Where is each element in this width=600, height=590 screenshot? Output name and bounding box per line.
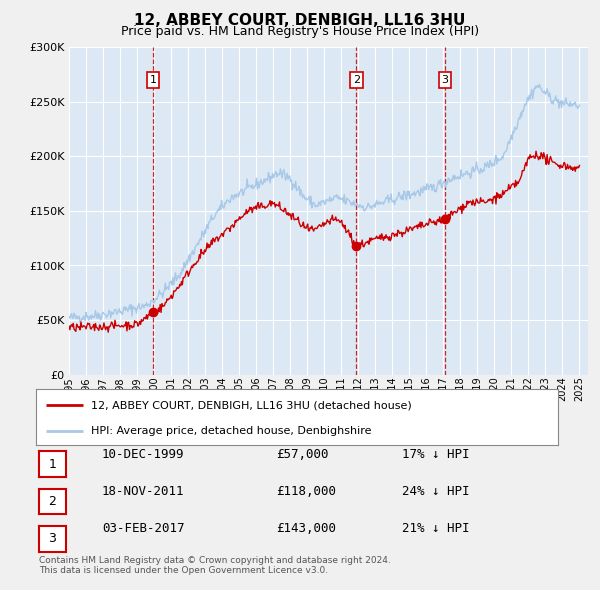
Text: 3: 3 [49,532,56,545]
Text: Price paid vs. HM Land Registry's House Price Index (HPI): Price paid vs. HM Land Registry's House … [121,25,479,38]
Text: 12, ABBEY COURT, DENBIGH, LL16 3HU (detached house): 12, ABBEY COURT, DENBIGH, LL16 3HU (deta… [91,400,412,410]
Text: 03-FEB-2017: 03-FEB-2017 [102,522,185,535]
Text: £118,000: £118,000 [276,485,336,498]
Text: £143,000: £143,000 [276,522,336,535]
Text: 17% ↓ HPI: 17% ↓ HPI [402,448,470,461]
Text: 1: 1 [49,458,56,471]
Text: 10-DEC-1999: 10-DEC-1999 [102,448,185,461]
Text: 12, ABBEY COURT, DENBIGH, LL16 3HU: 12, ABBEY COURT, DENBIGH, LL16 3HU [134,13,466,28]
Text: 18-NOV-2011: 18-NOV-2011 [102,485,185,498]
Text: HPI: Average price, detached house, Denbighshire: HPI: Average price, detached house, Denb… [91,427,371,437]
Text: Contains HM Land Registry data © Crown copyright and database right 2024.
This d: Contains HM Land Registry data © Crown c… [39,556,391,575]
Text: 2: 2 [49,495,56,508]
Text: £57,000: £57,000 [276,448,329,461]
Text: 3: 3 [442,75,448,85]
Text: 24% ↓ HPI: 24% ↓ HPI [402,485,470,498]
Text: 1: 1 [149,75,157,85]
Text: 2: 2 [353,75,360,85]
Text: 21% ↓ HPI: 21% ↓ HPI [402,522,470,535]
